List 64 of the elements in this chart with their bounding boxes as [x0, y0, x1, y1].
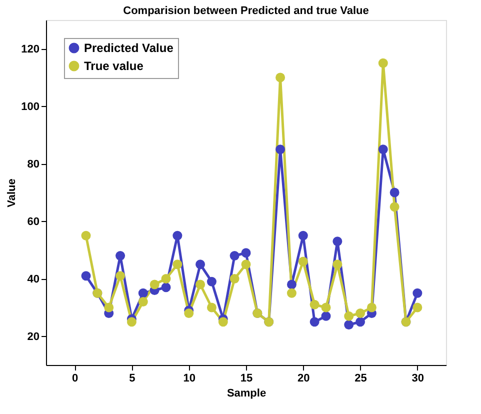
point [161, 274, 171, 284]
x-tick-label: 0 [72, 372, 78, 384]
point [81, 230, 91, 240]
y-tick-label: 120 [21, 43, 40, 56]
point [390, 188, 400, 198]
point [150, 280, 160, 290]
point [241, 248, 251, 258]
x-tick-label: 20 [298, 372, 310, 384]
point [390, 202, 400, 212]
point [196, 280, 206, 290]
x-tick-label: 30 [412, 372, 424, 384]
point [378, 58, 388, 68]
point [184, 308, 194, 318]
y-tick-label: 60 [27, 216, 40, 228]
point [298, 256, 308, 266]
point [126, 317, 136, 327]
point [332, 260, 342, 270]
x-axis-title: Sample [226, 388, 266, 400]
point [172, 260, 182, 270]
legend-label: True value [84, 59, 144, 73]
point [310, 300, 320, 310]
point [286, 280, 296, 290]
point [138, 297, 148, 306]
y-tick-label: 100 [21, 100, 40, 113]
point [332, 236, 342, 246]
point [196, 260, 206, 270]
point [356, 308, 366, 318]
point [116, 271, 126, 281]
point [172, 230, 182, 240]
point [241, 260, 251, 270]
y-tick-label: 20 [27, 330, 40, 343]
point [378, 144, 388, 154]
point [276, 72, 286, 82]
x-tick-label: 25 [354, 372, 367, 384]
point [230, 251, 240, 260]
point [161, 282, 171, 292]
point [412, 302, 422, 312]
chart-title: Comparision between Predicted and true Value [123, 5, 369, 17]
x-tick-label: 15 [240, 372, 253, 384]
x-tick-label: 5 [129, 372, 136, 384]
point [138, 288, 148, 298]
point [366, 302, 376, 312]
x-tick-label: 10 [183, 372, 196, 384]
point [310, 317, 320, 327]
point [104, 302, 114, 312]
point [412, 288, 422, 298]
point [230, 274, 240, 284]
point [116, 251, 126, 260]
y-axis-title: Value [6, 178, 18, 208]
y-tick-label: 80 [27, 158, 40, 170]
point [321, 302, 331, 312]
point [356, 317, 366, 327]
y-tick-label: 40 [27, 273, 40, 286]
point [344, 311, 354, 321]
point [321, 311, 331, 321]
point [298, 230, 308, 240]
point [276, 144, 286, 154]
legend-label: Predicted Value [84, 41, 174, 55]
point [286, 288, 296, 298]
point [81, 271, 91, 281]
point [218, 317, 228, 327]
point [344, 320, 354, 330]
point [206, 276, 216, 286]
point [206, 302, 216, 312]
